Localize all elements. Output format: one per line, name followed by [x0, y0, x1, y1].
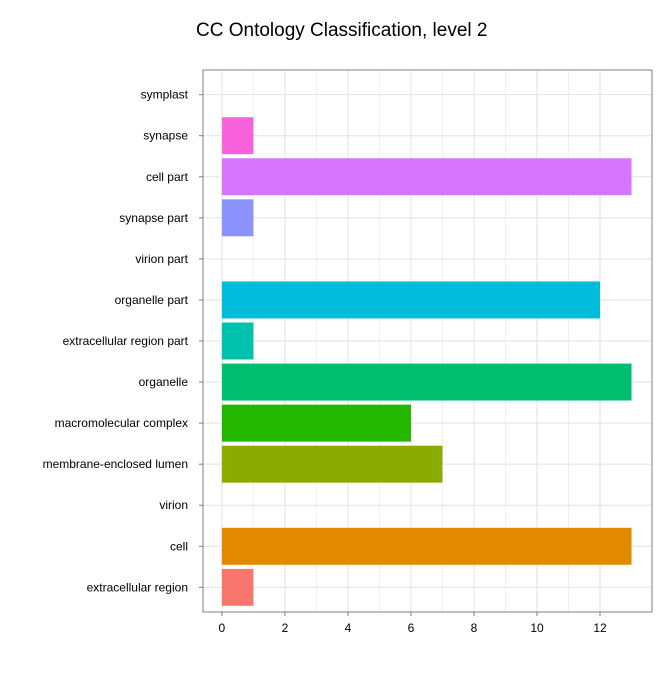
x-tick-label: 8	[471, 621, 478, 635]
x-tick-label: 0	[219, 621, 226, 635]
y-tick-label: extracellular region	[87, 580, 188, 594]
bars	[221, 117, 632, 606]
bar	[221, 404, 411, 442]
y-tick-label: virion	[159, 498, 188, 512]
x-tick-label: 10	[530, 621, 544, 635]
y-tick-label: membrane-enclosed lumen	[43, 457, 188, 471]
y-tick-label: symplast	[141, 88, 189, 102]
bar	[221, 158, 632, 196]
bar	[221, 445, 443, 483]
y-tick-label: cell	[170, 539, 188, 553]
x-tick-label: 4	[345, 621, 352, 635]
x-tick-label: 12	[593, 621, 607, 635]
bar	[221, 568, 254, 606]
y-tick-label: extracellular region part	[63, 334, 189, 348]
y-tick-labels: extracellular region cell virion membrane-e…	[43, 88, 203, 594]
x-tick-labels: 0 2 4 6 8 10 12	[219, 612, 607, 635]
y-tick-label: synapse	[143, 129, 188, 143]
bar	[221, 527, 632, 565]
chart-title: CC Ontology Classification, level 2	[196, 20, 488, 41]
y-tick-label: cell part	[146, 170, 189, 184]
bar	[221, 322, 254, 360]
bar	[221, 363, 632, 401]
bar	[221, 199, 254, 237]
y-tick-label: organelle	[139, 375, 189, 389]
bar	[221, 281, 601, 319]
x-tick-label: 6	[408, 621, 415, 635]
bar	[221, 117, 254, 155]
y-tick-label: macromolecular complex	[55, 416, 188, 430]
y-tick-label: organelle part	[115, 293, 189, 307]
y-tick-label: virion part	[135, 252, 188, 266]
x-tick-label: 2	[282, 621, 289, 635]
y-tick-label: synapse part	[119, 211, 188, 225]
